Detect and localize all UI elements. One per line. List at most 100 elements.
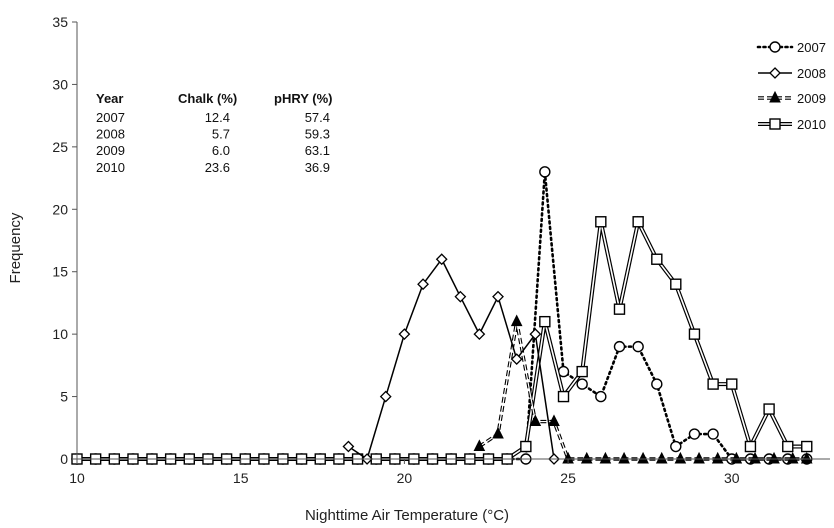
data-point-2010 [670, 278, 682, 290]
data-point-2009 [599, 451, 612, 464]
x-axis-label: Nighttime Air Temperature (°C) [305, 507, 509, 524]
data-point-2010 [651, 253, 663, 265]
data-point-2007 [613, 340, 626, 353]
series-2008 [342, 253, 560, 465]
data-point-2010 [576, 365, 588, 378]
table-cell: 2007 [96, 110, 125, 125]
series-2007 [71, 166, 813, 465]
data-point-2010 [632, 216, 644, 228]
table-cell: 6.0 [212, 143, 230, 158]
x-tick-label: 10 [69, 470, 85, 486]
data-point-2010 [763, 403, 775, 415]
data-point-2009 [655, 451, 668, 464]
data-point-2007 [670, 440, 682, 453]
data-point-2010 [688, 328, 701, 340]
data-point-2007 [539, 166, 551, 178]
data-point-2007 [651, 378, 663, 390]
plot-area [71, 166, 813, 465]
table-cell: 2010 [96, 160, 125, 175]
data-point-2010 [726, 378, 738, 390]
data-point-2010 [782, 440, 794, 453]
data-point-2009 [473, 439, 486, 452]
data-point-2008 [435, 253, 448, 266]
data-point-2008 [454, 290, 467, 303]
table-cell: 2009 [96, 143, 125, 158]
data-point-2009 [529, 414, 542, 427]
x-tick-label: 15 [233, 470, 249, 486]
y-axis-label: Frequency [7, 212, 24, 283]
data-point-2010 [801, 440, 813, 453]
table-header: pHRY (%) [274, 91, 333, 106]
data-point-2008 [379, 390, 392, 403]
data-point-2009 [580, 451, 593, 464]
data-point-2008 [492, 290, 504, 303]
table-cell: 23.6 [205, 160, 230, 175]
data-point-2009 [749, 451, 761, 464]
y-tick-label: 30 [52, 76, 68, 92]
table-cell: 5.7 [212, 127, 230, 142]
y-tick-label: 35 [52, 14, 68, 30]
data-point-2008 [398, 328, 411, 341]
data-point-2009 [637, 451, 649, 464]
data-point-2007 [595, 390, 607, 403]
legend-entry: 2007 [756, 40, 826, 55]
table-cell: 59.3 [305, 127, 330, 142]
data-point-2009 [618, 451, 630, 464]
table-cell: 2008 [96, 127, 125, 142]
table-cell: 36.9 [305, 160, 330, 175]
data-point-2009 [510, 314, 523, 327]
y-tick-label: 0 [60, 451, 68, 467]
table-header: Year [96, 91, 123, 106]
legend-marker [769, 67, 781, 79]
table-cell: 63.1 [305, 143, 330, 158]
data-point-2010 [557, 390, 570, 403]
y-tick-label: 5 [60, 389, 68, 405]
data-point-2007 [688, 428, 701, 440]
data-point-2009 [711, 451, 724, 464]
y-tick-label: 15 [52, 264, 68, 280]
data-point-2007 [707, 428, 719, 440]
legend-label: 2007 [797, 40, 826, 55]
table-header: Chalk (%) [178, 91, 237, 106]
table-cell: 57.4 [305, 110, 330, 125]
data-point-2008 [529, 328, 542, 341]
x-tick-label: 20 [397, 470, 413, 486]
y-tick-label: 20 [52, 201, 68, 217]
x-tick-label: 25 [560, 470, 576, 486]
series-line-2007 [75, 171, 809, 461]
summary-table: Year Chalk (%) pHRY (%) 2007 12.4 57.4 2008 5.7… [96, 91, 333, 175]
data-point-2008 [510, 353, 523, 366]
legend-marker [769, 41, 781, 53]
x-tick-label: 30 [724, 470, 740, 486]
y-tick-label: 10 [52, 326, 68, 342]
table-cell: 12.4 [205, 110, 230, 125]
data-point-2008 [417, 278, 429, 291]
data-point-2007 [576, 378, 588, 390]
data-point-2010 [744, 440, 757, 453]
legend-label: 2008 [797, 66, 826, 81]
data-point-2009 [730, 451, 743, 464]
legend-entry: 2008 [758, 66, 826, 81]
data-point-2009 [492, 426, 504, 439]
data-point-2009 [786, 451, 799, 464]
x-axis: 10 15 20 25 30 [69, 458, 830, 486]
series-line-2008 [347, 257, 555, 461]
legend-entry: 2010 [758, 117, 826, 132]
data-point-2008 [473, 328, 486, 341]
data-point-2009 [548, 414, 560, 427]
y-axis: 0 5 10 15 20 25 30 35 [52, 14, 78, 467]
data-point-2009 [693, 451, 705, 464]
legend-marker [769, 90, 781, 103]
data-point-2008 [342, 440, 355, 453]
legend-label: 2010 [797, 117, 826, 132]
y-tick-label: 25 [52, 139, 68, 155]
data-point-2010 [520, 440, 532, 453]
data-point-2010 [707, 378, 719, 390]
data-point-2007 [632, 340, 644, 353]
legend-marker [769, 118, 781, 130]
data-point-2009 [674, 451, 687, 464]
data-point-2010 [613, 303, 626, 315]
legend: 2007 2008 2009 2010 [756, 40, 826, 132]
data-point-2010 [595, 216, 607, 228]
